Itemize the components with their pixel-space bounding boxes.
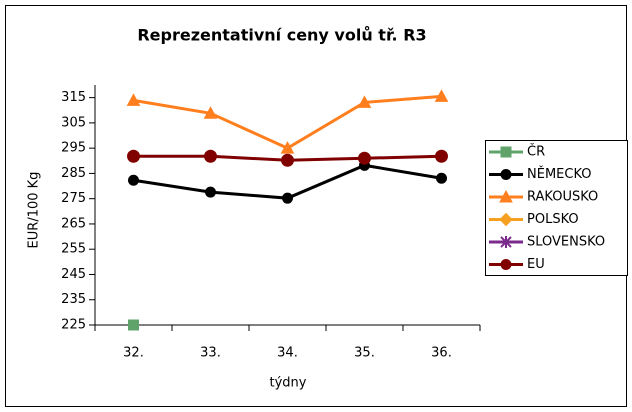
y-tick-label: 285 xyxy=(61,166,86,181)
legend-label: POLSKO xyxy=(527,212,579,227)
marker xyxy=(128,319,139,331)
legend-label: NĚMECKO xyxy=(527,166,592,182)
x-tick-label: 32. xyxy=(123,346,144,361)
marker xyxy=(204,149,217,163)
legend-label: SLOVENSKO xyxy=(527,235,605,250)
marker xyxy=(500,236,512,248)
marker xyxy=(500,146,512,158)
marker xyxy=(205,186,216,198)
legend-box xyxy=(485,140,628,276)
x-tick-label: 34. xyxy=(277,346,298,361)
marker xyxy=(127,149,140,163)
legend-label: RAKOUSKO xyxy=(527,190,598,205)
x-tick-label: 33. xyxy=(200,346,221,361)
y-tick-label: 315 xyxy=(61,90,86,105)
x-tick-label: 35. xyxy=(354,346,375,361)
y-tick-label: 295 xyxy=(61,141,86,156)
y-tick-label: 245 xyxy=(61,267,86,282)
marker xyxy=(500,169,512,180)
marker xyxy=(499,189,513,203)
marker xyxy=(128,174,139,186)
marker xyxy=(357,95,372,108)
marker xyxy=(499,212,513,227)
marker xyxy=(434,89,449,102)
y-tick-label: 255 xyxy=(61,242,86,257)
marker xyxy=(282,192,293,204)
marker xyxy=(203,106,218,119)
y-tick-label: 235 xyxy=(61,292,86,307)
marker xyxy=(126,93,141,106)
y-tick-label: 265 xyxy=(61,216,86,231)
marker xyxy=(281,153,294,167)
legend-label: EU xyxy=(527,257,545,272)
y-tick-label: 225 xyxy=(61,318,86,333)
marker xyxy=(500,259,512,270)
marker xyxy=(280,141,295,154)
y-tick-label: 305 xyxy=(61,115,86,130)
marker xyxy=(436,172,447,184)
x-tick-label: 36. xyxy=(431,346,452,361)
x-axis-label: týdny xyxy=(270,376,307,391)
marker xyxy=(358,151,371,165)
marker xyxy=(435,149,448,163)
legend-label: ČR xyxy=(527,144,545,160)
y-tick-label: 275 xyxy=(61,191,86,206)
y-axis-label: EUR/100 Kg xyxy=(27,172,42,249)
chart-title: Reprezentativní ceny volů tř. R3 xyxy=(137,26,426,45)
